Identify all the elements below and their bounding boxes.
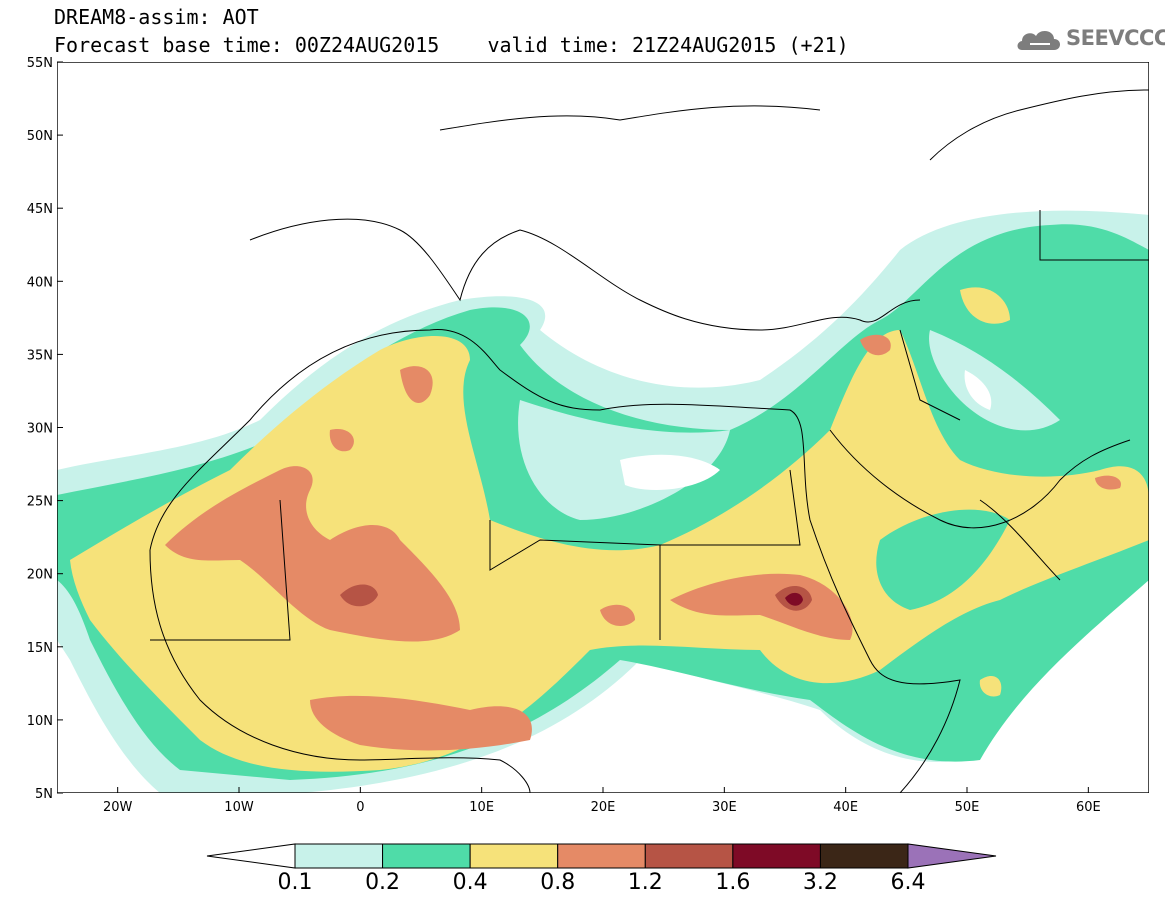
lat-tick-label: 45N: [27, 202, 53, 217]
forecast-times: Forecast base time: 00Z24AUG2015 valid t…: [54, 33, 849, 57]
logo-text: SEEVCCC: [1066, 26, 1165, 50]
aot-contour-1.2: [340, 584, 378, 607]
lon-tick-label: 20E: [591, 800, 616, 815]
colorbar-label: 0.2: [365, 870, 401, 895]
coastline-europe: [249, 218, 921, 331]
lat-tick-label: 15N: [27, 641, 53, 656]
lat-tick-label: 30N: [27, 422, 53, 437]
colorbar-label: 6.4: [890, 870, 926, 895]
colorbar-label: 3.2: [802, 870, 838, 895]
coastline-africa: [149, 329, 961, 793]
colorbar-label: 1.2: [627, 870, 663, 895]
lon-tick-label: 30E: [712, 800, 737, 815]
coastline-arabia: [829, 429, 1131, 529]
lon-tick-label: 60E: [1076, 800, 1101, 815]
lon-tick-label: 40E: [833, 800, 858, 815]
colorbar-label: 0.1: [277, 870, 313, 895]
lat-tick-label: 50N: [27, 129, 53, 144]
latitude-axis: 55N 50N 45N 40N 35N 30N 25N 20N 15N 10N 5N: [27, 56, 63, 802]
lon-tick-label: 20W: [103, 800, 133, 815]
lat-tick-label: 10N: [27, 714, 53, 729]
colorbar-label: 0.4: [452, 870, 488, 895]
lat-tick-label: 35N: [27, 348, 53, 363]
lat-tick-label: 5N: [35, 787, 53, 802]
aot-contour-0.8: [165, 466, 460, 642]
aot-contour-1.6: [785, 592, 803, 606]
longitude-axis: 20W 10W 0 10E 20E 30E 40E 50E 60E: [103, 787, 1101, 815]
lat-tick-label: 40N: [27, 275, 53, 290]
lat-tick-label: 55N: [27, 56, 53, 71]
lon-tick-label: 50E: [955, 800, 980, 815]
colorbar-label: 1.6: [715, 870, 751, 895]
cloud-icon: [1017, 30, 1060, 50]
lat-tick-label: 25N: [27, 495, 53, 510]
lon-tick-label: 10W: [224, 800, 254, 815]
map-title: DREAM8-assim: AOT: [54, 5, 259, 29]
lat-tick-label: 20N: [27, 568, 53, 583]
lon-tick-label: 10E: [469, 800, 494, 815]
lon-tick-label: 0: [356, 800, 364, 815]
colorbar-label: 0.8: [540, 870, 576, 895]
